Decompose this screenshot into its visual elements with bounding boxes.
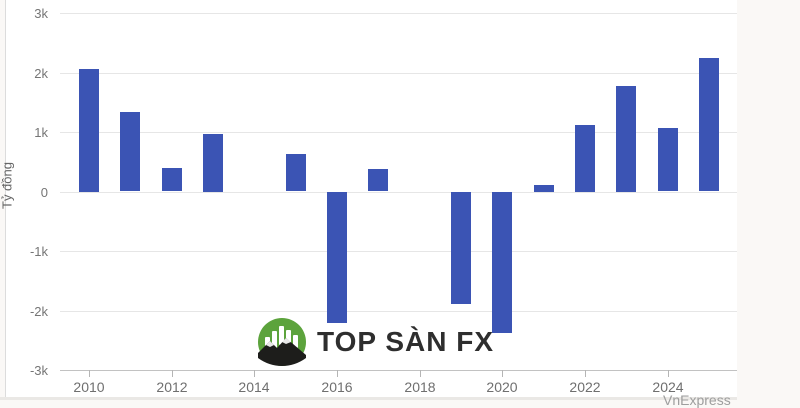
y-tick-label: 3k — [34, 6, 48, 21]
bar-2025 — [699, 58, 719, 191]
x-tick-2010 — [89, 370, 90, 377]
bar-2011 — [120, 112, 140, 191]
y-tick-label: 2k — [34, 66, 48, 81]
page-left-border — [5, 0, 6, 400]
bar-2019 — [451, 192, 471, 304]
gridline-0 — [60, 192, 737, 193]
brand-logo-icon — [258, 318, 306, 366]
x-tick-label-2016: 2016 — [321, 379, 353, 395]
x-tick-2014 — [254, 370, 255, 377]
gridline-1k — [60, 132, 737, 133]
bar-2012 — [162, 168, 182, 191]
gridline-3k — [60, 13, 737, 14]
x-tick-2022 — [585, 370, 586, 377]
y-tick-label: 0 — [40, 185, 48, 200]
y-tick-label: -2k — [29, 304, 48, 319]
x-tick-2024 — [668, 370, 669, 377]
bar-2020 — [492, 192, 512, 333]
brand-name: TOP SÀN FX — [317, 326, 495, 357]
bar-2021 — [534, 185, 554, 192]
bar-2022 — [575, 125, 595, 192]
x-tick-label-2012: 2012 — [156, 379, 188, 395]
x-tick-label-2010: 2010 — [73, 379, 105, 395]
x-tick-2012 — [172, 370, 173, 377]
gridline--1k — [60, 251, 737, 252]
x-tick-label-2014: 2014 — [238, 379, 270, 395]
y-tick-label: 1k — [34, 125, 48, 140]
watermark: TOP SÀN FX — [258, 318, 494, 366]
chart-panel — [6, 0, 737, 400]
gridline--3k — [60, 370, 737, 371]
bottom-divider — [0, 397, 737, 400]
bar-2023 — [616, 86, 636, 192]
x-tick-label-2022: 2022 — [569, 379, 601, 395]
y-axis-title: Tỷ đồng — [0, 162, 15, 209]
x-tick-label-2024: 2024 — [652, 379, 684, 395]
x-tick-2020 — [502, 370, 503, 377]
x-tick-2016 — [337, 370, 338, 377]
bar-2015 — [286, 154, 306, 191]
gridline--2k — [60, 311, 737, 312]
bar-2013 — [203, 134, 223, 192]
bar-2017 — [368, 169, 388, 191]
attribution-text: VnExpress — [663, 392, 731, 408]
x-tick-2018 — [420, 370, 421, 377]
gridline-2k — [60, 73, 737, 74]
y-tick-label: -3k — [29, 363, 48, 378]
bar-2024 — [658, 128, 678, 191]
bar-2010 — [79, 69, 99, 192]
y-tick-label: -1k — [29, 244, 48, 259]
x-tick-label-2018: 2018 — [404, 379, 436, 395]
x-tick-label-2020: 2020 — [486, 379, 518, 395]
bar-2016 — [327, 192, 347, 323]
